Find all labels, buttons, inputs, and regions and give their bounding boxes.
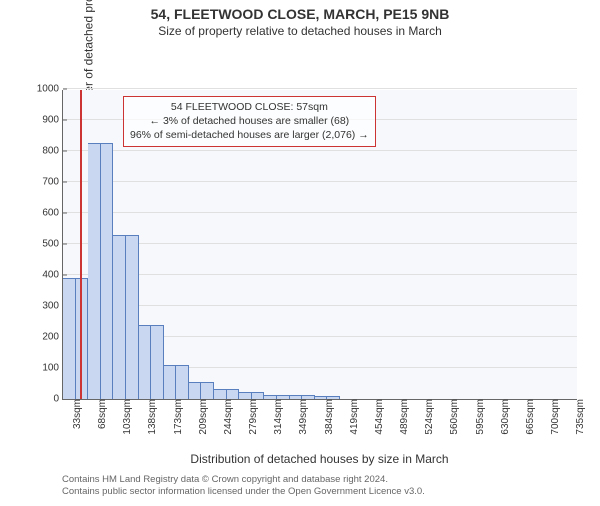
histogram-bar bbox=[214, 389, 227, 399]
x-tick-label: 419sqm bbox=[345, 399, 360, 435]
histogram-bar bbox=[126, 235, 139, 399]
x-axis-label: Distribution of detached houses by size … bbox=[62, 452, 577, 466]
histogram-bar bbox=[201, 382, 214, 399]
x-tick-label: 138sqm bbox=[143, 399, 158, 435]
marker-line bbox=[80, 90, 82, 399]
x-tick-label: 103sqm bbox=[118, 399, 133, 435]
histogram-bar bbox=[88, 143, 101, 399]
grid-line bbox=[63, 88, 577, 89]
grid-line bbox=[63, 212, 577, 213]
x-tick-label: 244sqm bbox=[219, 399, 234, 435]
histogram-bar bbox=[164, 365, 177, 399]
x-tick-label: 595sqm bbox=[471, 399, 486, 435]
callout-line2: ← 3% of detached houses are smaller (68) bbox=[130, 114, 369, 128]
x-tick-label: 279sqm bbox=[244, 399, 259, 435]
x-tick-label: 700sqm bbox=[546, 399, 561, 435]
x-tick-label: 68sqm bbox=[93, 399, 108, 429]
y-tick-label: 900 bbox=[42, 115, 63, 126]
x-tick-label: 173sqm bbox=[169, 399, 184, 435]
grid-line bbox=[63, 243, 577, 244]
grid-line bbox=[63, 274, 577, 275]
x-tick-label: 560sqm bbox=[445, 399, 460, 435]
x-tick-label: 33sqm bbox=[68, 399, 83, 429]
grid-line bbox=[63, 150, 577, 151]
x-tick-label: 489sqm bbox=[395, 399, 410, 435]
y-tick-label: 800 bbox=[42, 146, 63, 157]
x-tick-label: 209sqm bbox=[194, 399, 209, 435]
x-tick-label: 314sqm bbox=[269, 399, 284, 435]
footer-line2: Contains public sector information licen… bbox=[62, 486, 425, 498]
footer-attribution: Contains HM Land Registry data © Crown c… bbox=[62, 474, 425, 499]
y-tick-label: 1000 bbox=[37, 84, 63, 95]
y-tick-label: 100 bbox=[42, 363, 63, 374]
callout-box: 54 FLEETWOOD CLOSE: 57sqm ← 3% of detach… bbox=[123, 96, 376, 147]
y-tick-label: 200 bbox=[42, 332, 63, 343]
histogram-bar bbox=[101, 143, 114, 399]
plot-area: 0100200300400500600700800900100033sqm68s… bbox=[62, 90, 577, 400]
histogram-bar bbox=[252, 392, 265, 399]
histogram-bar bbox=[113, 235, 126, 399]
y-tick-label: 700 bbox=[42, 177, 63, 188]
x-tick-label: 524sqm bbox=[420, 399, 435, 435]
y-tick-label: 400 bbox=[42, 270, 63, 281]
histogram-bar bbox=[139, 325, 152, 399]
histogram-bar bbox=[151, 325, 164, 399]
x-tick-label: 665sqm bbox=[521, 399, 536, 435]
x-tick-label: 454sqm bbox=[370, 399, 385, 435]
x-tick-label: 630sqm bbox=[496, 399, 511, 435]
histogram-bar bbox=[239, 392, 252, 399]
grid-line bbox=[63, 305, 577, 306]
callout-line3: 96% of semi-detached houses are larger (… bbox=[130, 128, 369, 142]
x-tick-label: 349sqm bbox=[294, 399, 309, 435]
x-tick-label: 735sqm bbox=[571, 399, 586, 435]
histogram-bar bbox=[63, 278, 76, 399]
x-tick-label: 384sqm bbox=[320, 399, 335, 435]
histogram-bar bbox=[176, 365, 189, 399]
callout-line1: 54 FLEETWOOD CLOSE: 57sqm bbox=[130, 100, 369, 114]
y-tick-label: 500 bbox=[42, 239, 63, 250]
footer-line1: Contains HM Land Registry data © Crown c… bbox=[62, 474, 425, 486]
y-tick-label: 600 bbox=[42, 208, 63, 219]
y-tick-label: 0 bbox=[53, 394, 63, 405]
histogram-bar bbox=[227, 389, 240, 399]
y-tick-label: 300 bbox=[42, 301, 63, 312]
histogram-bar bbox=[189, 382, 202, 399]
grid-line bbox=[63, 181, 577, 182]
